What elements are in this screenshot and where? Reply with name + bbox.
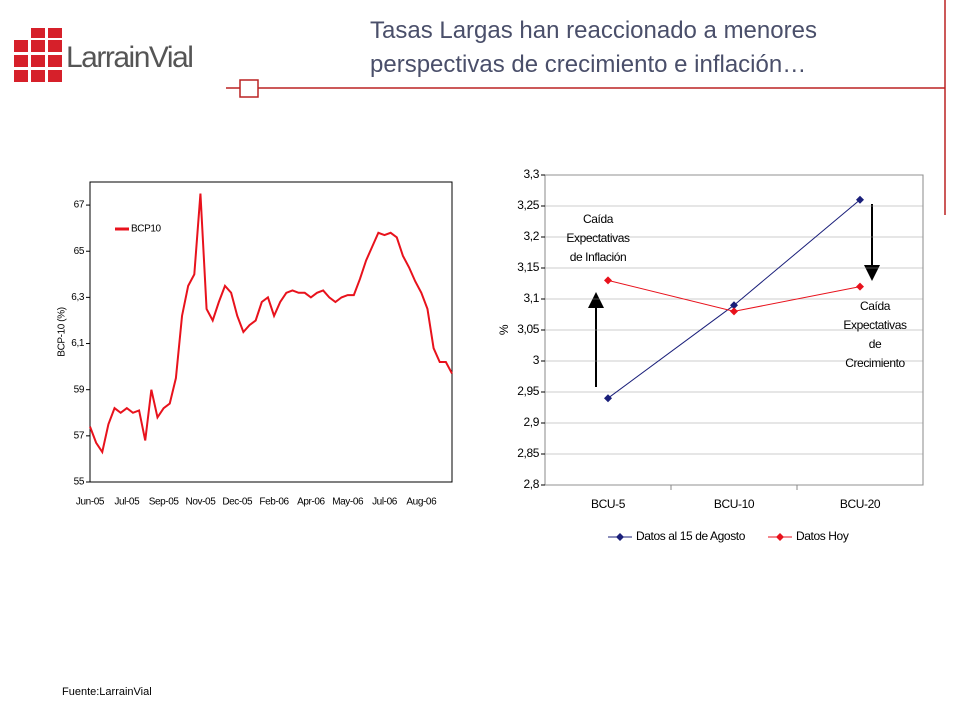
y-tick-label: 3,3 <box>524 167 540 181</box>
y-tick-label: 3,05 <box>517 322 539 336</box>
y-tick-label: 3 <box>533 353 540 367</box>
x-tick-label: Jul-06 <box>372 497 398 508</box>
x-tick-label: BCU-10 <box>714 497 755 511</box>
x-tick-label: Aug-06 <box>406 497 437 508</box>
legend-swatch <box>616 533 624 541</box>
logo-mark <box>14 28 62 82</box>
y-tick-label: 2,9 <box>524 415 540 429</box>
y-tick-label: 55 <box>74 477 85 488</box>
y-tick-label: 2,85 <box>517 446 539 460</box>
legend-label: Datos al 15 de Agosto <box>636 529 746 543</box>
x-tick-label: Feb-06 <box>259 497 289 508</box>
y-tick-label: 59 <box>74 384 85 395</box>
y-tick-label: 3,15 <box>517 260 539 274</box>
point <box>856 195 864 204</box>
x-tick-label: May-06 <box>332 497 364 508</box>
logo-text: LarrainVial <box>66 41 192 74</box>
y-tick-label: 67 <box>74 200 85 211</box>
y-axis-label: BCP-10 (%) <box>57 307 68 356</box>
legend-label: Datos Hoy <box>796 529 849 543</box>
x-tick-label: Apr-06 <box>297 497 325 508</box>
point <box>604 394 612 403</box>
x-tick-label: BCU-5 <box>591 497 626 511</box>
series-line <box>89 193 453 455</box>
annotation: Expectativas <box>843 318 907 332</box>
annotation: de Inflación <box>570 250 627 264</box>
source: Fuente:LarrainVial <box>62 686 152 698</box>
x-tick-label: Nov-05 <box>186 497 217 508</box>
y-tick-label: 3,25 <box>517 198 539 212</box>
x-tick-label: BCU-20 <box>840 497 881 511</box>
legend-swatch <box>776 533 784 541</box>
x-tick-label: Sep-05 <box>149 497 180 508</box>
annotation: Caída <box>583 212 614 226</box>
y-tick-label: 6,1 <box>71 338 85 349</box>
title-line: perspectivas de crecimiento e inflación… <box>370 51 806 78</box>
y-tick-label: 2,8 <box>524 477 540 491</box>
y-tick-label: 3,2 <box>524 229 540 243</box>
x-tick-label: Jul-05 <box>114 497 140 508</box>
plot-frame <box>89 181 453 483</box>
header-square <box>239 79 259 98</box>
y-tick-label: 65 <box>74 246 85 257</box>
y-tick-label: 6,3 <box>71 292 85 303</box>
y-tick-label: 57 <box>74 430 85 441</box>
annotation: de <box>869 337 882 351</box>
x-tick-label: Jun-05 <box>76 497 105 508</box>
x-tick-label: Dec-05 <box>222 497 253 508</box>
annotation: Caída <box>860 299 891 313</box>
annotation: Crecimiento <box>845 356 905 370</box>
point <box>730 307 738 316</box>
y-axis-label: % <box>497 324 511 335</box>
legend-label: BCP10 <box>131 224 162 235</box>
y-tick-label: 3,1 <box>524 291 540 305</box>
annotation: Expectativas <box>566 231 630 245</box>
point <box>604 276 612 285</box>
title-line: Tasas Largas han reaccionado a menores <box>370 17 817 44</box>
point <box>730 301 738 310</box>
y-tick-label: 2,95 <box>517 384 539 398</box>
point <box>856 282 864 291</box>
